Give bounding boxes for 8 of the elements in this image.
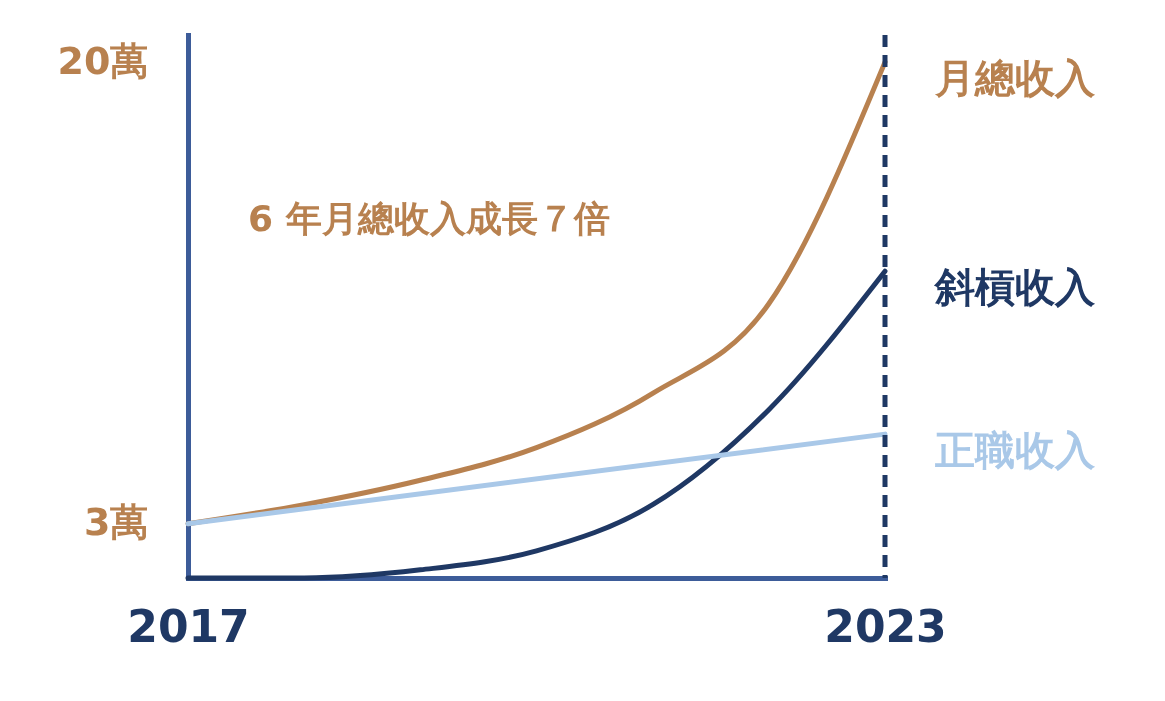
x-tick-label: 2017 <box>127 600 250 652</box>
annotation: 6 年月總收入成長７倍 <box>248 198 610 239</box>
series-label: 月總收入 <box>934 55 1096 102</box>
y-tick-label: 20萬 <box>57 38 149 83</box>
series-label: 斜槓收入 <box>933 264 1096 311</box>
y-tick-label: 3萬 <box>84 500 149 545</box>
x-tick-label: 2023 <box>824 600 947 652</box>
series-label: 正職收入 <box>934 427 1096 474</box>
